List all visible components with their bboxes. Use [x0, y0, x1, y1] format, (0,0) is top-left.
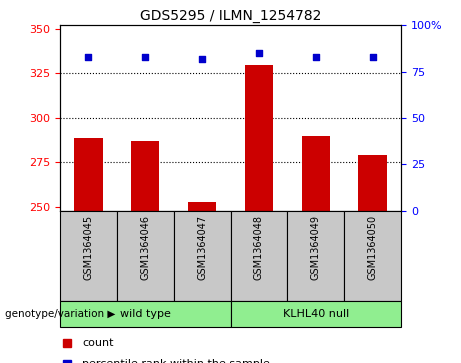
Bar [245, 65, 273, 211]
Text: GSM1364048: GSM1364048 [254, 215, 264, 280]
Text: count: count [82, 338, 113, 347]
Bar [287, 211, 344, 301]
Point [198, 56, 206, 62]
Bar [60, 301, 230, 327]
Bar [230, 211, 287, 301]
Text: GSM1364050: GSM1364050 [367, 215, 378, 280]
Bar [358, 155, 387, 211]
Text: GSM1364049: GSM1364049 [311, 215, 321, 280]
Bar [230, 301, 401, 327]
Point [85, 54, 92, 60]
Point [369, 54, 376, 60]
Point [255, 50, 263, 56]
Bar [301, 136, 330, 211]
Bar [117, 211, 174, 301]
Point [142, 54, 149, 60]
Text: KLHL40 null: KLHL40 null [283, 309, 349, 319]
Text: percentile rank within the sample: percentile rank within the sample [82, 359, 270, 363]
Bar [60, 211, 117, 301]
Text: GSM1364046: GSM1364046 [140, 215, 150, 280]
Point [312, 54, 319, 60]
Title: GDS5295 / ILMN_1254782: GDS5295 / ILMN_1254782 [140, 9, 321, 23]
Bar [188, 201, 216, 211]
Text: GSM1364045: GSM1364045 [83, 215, 94, 280]
Text: genotype/variation ▶: genotype/variation ▶ [5, 309, 115, 319]
Bar [74, 138, 102, 211]
Bar [174, 211, 230, 301]
Bar [131, 141, 160, 211]
Text: GSM1364047: GSM1364047 [197, 215, 207, 280]
Bar [344, 211, 401, 301]
Text: wild type: wild type [120, 309, 171, 319]
